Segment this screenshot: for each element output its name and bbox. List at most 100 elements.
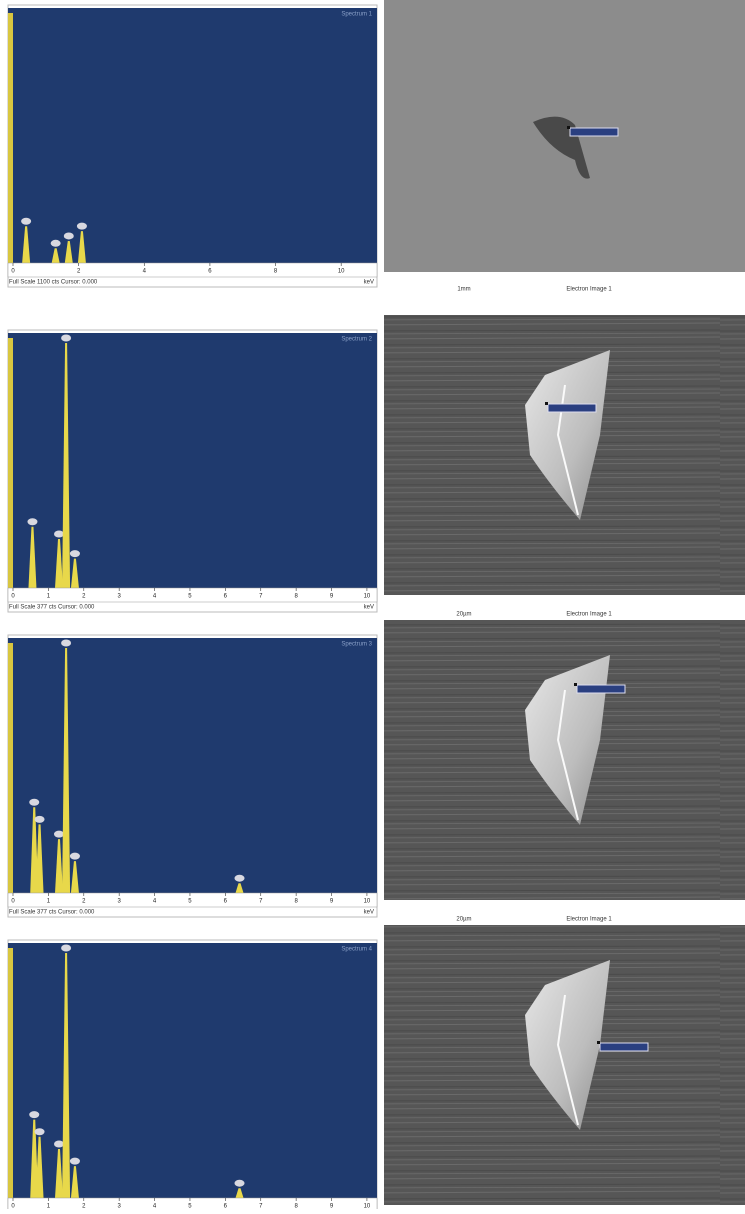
x-tick-label: 4	[143, 269, 147, 275]
footer: Full Scale 377 cts Cursor: 0.000	[9, 605, 95, 611]
x-tick-label: 8	[274, 269, 278, 275]
crystal-edge	[556, 994, 579, 1126]
axis-strip	[7, 892, 378, 908]
peak-marker	[61, 334, 72, 342]
peak-marker	[63, 232, 74, 240]
x-tick-label: 0	[11, 594, 15, 600]
spectrum-peak	[28, 526, 37, 588]
x-tick-label: 2	[82, 1204, 86, 1209]
spectrum-peak	[51, 248, 60, 263]
spot-label	[599, 1042, 649, 1052]
peak-marker	[50, 239, 61, 247]
spectrum-peak	[35, 824, 44, 893]
peak-marker	[54, 530, 65, 538]
plot-area	[8, 8, 377, 263]
x-tick-label: 9	[330, 1204, 334, 1209]
peak-marker	[54, 830, 65, 838]
peak-marker	[234, 1179, 245, 1187]
image-caption: Electron Image 1	[566, 612, 612, 618]
x-tick-label: 7	[259, 594, 263, 600]
x-tick-label: 2	[82, 899, 86, 905]
x-tick-label: 6	[224, 1204, 228, 1209]
x-tick-label: 2	[82, 594, 86, 600]
spectrum-peak	[77, 231, 86, 263]
spot-marker	[545, 402, 548, 405]
spectrum-peak	[70, 558, 79, 588]
image-caption: Electron Image 1	[566, 287, 612, 293]
spot-marker	[567, 126, 570, 129]
spectrum-peak	[235, 883, 244, 893]
footer: Full Scale 377 cts Cursor: 0.000	[9, 910, 95, 916]
spot-marker	[574, 683, 577, 686]
spectrum-peak	[30, 1119, 39, 1198]
x-tick-label: 6	[208, 269, 212, 275]
x-unit: keV	[364, 605, 374, 611]
x-tick-label: 7	[259, 899, 263, 905]
spectrum-peak	[70, 1166, 79, 1198]
x-tick-label: 4	[153, 594, 157, 600]
peak-marker	[61, 639, 72, 647]
spectrum-peak	[55, 1149, 64, 1198]
x-tick-label: 5	[188, 1204, 192, 1209]
x-tick-label: 3	[118, 899, 122, 905]
x-tick-label: 4	[153, 899, 157, 905]
crystal-edge	[556, 689, 579, 821]
x-tick-label: 9	[330, 899, 334, 905]
low-energy-band	[8, 338, 13, 588]
x-tick-label: 2	[77, 269, 81, 275]
footer: Full Scale 1100 cts Cursor: 0.000	[9, 280, 98, 286]
spot-marker	[597, 1041, 600, 1044]
spectrum-peak	[235, 1188, 244, 1198]
x-tick-label: 8	[294, 899, 298, 905]
peak-marker	[34, 815, 45, 823]
x-tick-label: 10	[364, 899, 371, 905]
spot-label	[569, 127, 619, 137]
x-tick-label: 3	[118, 1204, 122, 1209]
x-tick-label: 1	[47, 594, 51, 600]
spectrum-peak	[70, 861, 79, 893]
spectrum-peak	[35, 1136, 44, 1198]
x-tick-label: 9	[330, 594, 334, 600]
axis-strip	[7, 1197, 378, 1213]
crystal-edge	[556, 384, 579, 516]
scale-label: 1mm	[457, 287, 470, 293]
peak-marker	[76, 222, 87, 230]
spectrum-peak	[62, 343, 71, 588]
peak-marker	[21, 217, 32, 225]
low-energy-band	[8, 13, 13, 263]
low-energy-band	[8, 948, 13, 1198]
peak-marker	[69, 550, 80, 558]
x-tick-label: 7	[259, 1204, 263, 1209]
x-tick-label: 8	[294, 594, 298, 600]
spectrum-peak	[55, 839, 64, 893]
axis-strip	[7, 262, 378, 278]
spectrum-peak	[62, 953, 71, 1198]
x-tick-label: 0	[11, 899, 15, 905]
image-caption: Electron Image 1	[566, 917, 612, 923]
caption-strip	[384, 283, 745, 295]
peak-marker	[69, 1157, 80, 1165]
peak-marker	[29, 798, 40, 806]
peak-marker	[29, 1111, 40, 1119]
x-tick-label: 1	[47, 1204, 51, 1209]
crystal	[525, 655, 610, 825]
spectrum-peak	[30, 807, 39, 893]
spot-label	[576, 684, 626, 694]
peak-marker	[27, 518, 38, 526]
x-tick-label: 6	[224, 899, 228, 905]
x-tick-label: 10	[364, 1204, 371, 1209]
x-tick-label: 8	[294, 1204, 298, 1209]
peak-marker	[69, 852, 80, 860]
x-unit: keV	[364, 910, 374, 916]
x-tick-label: 0	[11, 1204, 15, 1209]
x-tick-label: 0	[11, 269, 15, 275]
crystal	[525, 350, 610, 520]
spectrum-title: Spectrum 1	[341, 12, 372, 18]
spectrum-title: Spectrum 4	[341, 947, 372, 953]
spectrum-peak	[22, 226, 31, 263]
caption-strip	[384, 913, 745, 925]
spectrum-peak	[64, 240, 73, 263]
spectrum-title: Spectrum 2	[341, 337, 372, 343]
spectrum-title: Spectrum 3	[341, 642, 372, 648]
peak-marker	[234, 874, 245, 882]
